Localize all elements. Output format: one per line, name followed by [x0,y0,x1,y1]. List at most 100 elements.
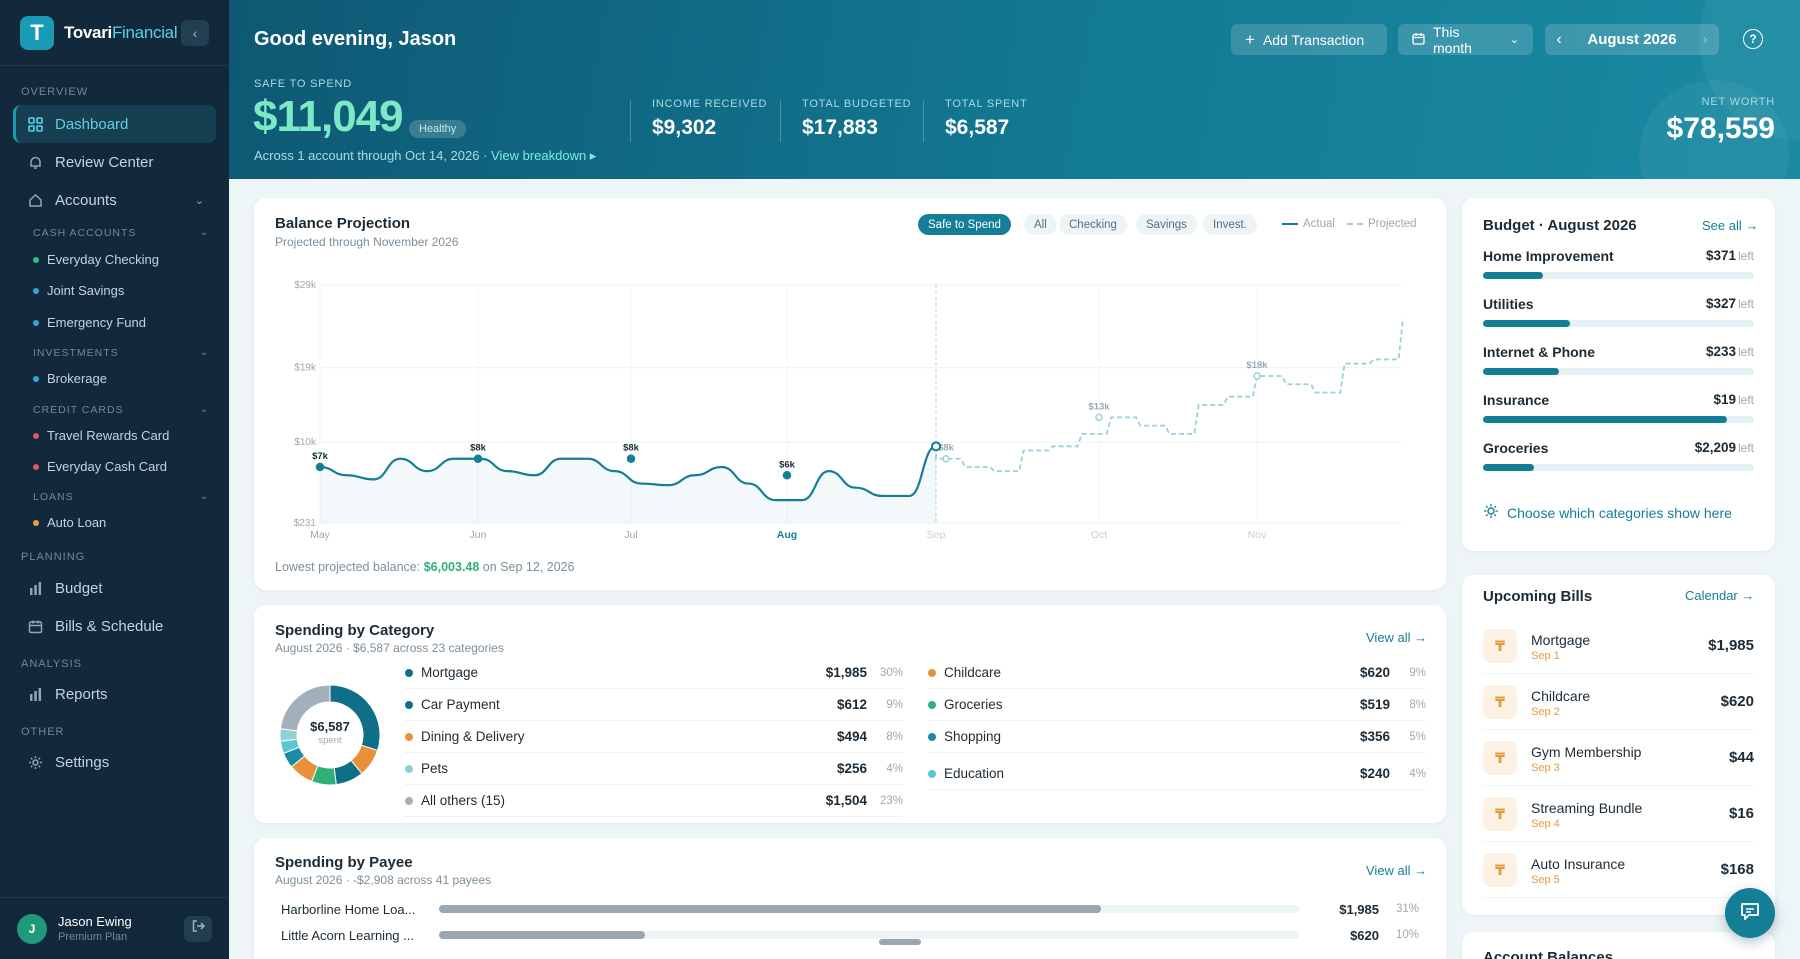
chat-button[interactable] [1725,888,1775,938]
bill-row[interactable]: ₸ Auto Insurance Sep 5 $168 [1483,842,1754,898]
payee-row[interactable]: Little Acorn Learning ... $620 10% [281,922,1421,948]
subsection-label: CREDIT CARDS [33,404,124,416]
logout-button[interactable] [184,915,212,942]
budget-row[interactable]: Insurance $19 left [1483,392,1754,426]
budget-see-all-link[interactable]: See all → [1702,218,1759,233]
budget-amount: $233 [1705,344,1736,359]
sidebar-item-bills[interactable]: Bills & Schedule [13,607,216,645]
subsection-credit-cards[interactable]: CREDIT CARDS ⌄ [33,404,209,416]
data-point[interactable] [782,471,792,480]
sidebar-item-budget[interactable]: Budget [13,569,216,607]
chip-savings[interactable]: Savings [1136,214,1197,235]
account-everyday-cash-card[interactable]: Everyday Cash Card [33,459,167,474]
collapse-sidebar-button[interactable]: ‹ [181,19,209,46]
chip-checking[interactable]: Checking [1059,214,1127,235]
payee-row[interactable]: Harborline Home Loa... $1,985 31% [281,896,1421,922]
budget-row[interactable]: Utilities $327 left [1483,296,1754,330]
category-row[interactable]: Car Payment $612 9% [405,689,903,721]
stat-value: $17,883 [802,116,878,139]
sidebar-item-label: Dashboard [55,115,129,133]
category-percent: 9% [886,698,903,711]
category-row[interactable]: Childcare $620 9% [928,657,1426,689]
bills-calendar-link[interactable]: Calendar → [1685,588,1755,603]
account-joint-savings[interactable]: Joint Savings [33,283,124,298]
data-point-label: $6k [779,459,796,470]
category-percent: 8% [1409,698,1426,711]
payee-view-all-link[interactable]: View all → [1366,863,1428,878]
sidebar-item-accounts[interactable]: Accounts ⌄ [13,181,216,219]
donut-slice[interactable] [279,684,331,732]
category-row[interactable]: All others (15) $1,504 23% [405,785,903,817]
account-everyday-checking[interactable]: Everyday Checking [33,252,159,267]
next-month-button[interactable]: › [1702,30,1708,48]
chip-safe-to-spend[interactable]: Safe to Spend [918,214,1011,235]
current-point[interactable] [931,441,941,452]
category-row[interactable]: Education $240 4% [928,758,1426,790]
bill-row[interactable]: ₸ Mortgage Sep 1 $1,985 [1483,618,1754,674]
category-donut [279,684,381,786]
budget-remaining: $327 left [1706,296,1754,311]
data-point[interactable] [315,462,325,472]
budget-row[interactable]: Groceries $2,209 left [1483,440,1754,474]
budget-row[interactable]: Home Improvement $371 left [1483,248,1754,282]
bill-row[interactable]: ₸ Gym Membership Sep 3 $44 [1483,730,1754,786]
bill-date: Sep 4 [1531,818,1560,830]
choose-categories-link[interactable]: Choose which categories show here [1483,503,1732,522]
category-dot [405,732,413,741]
user-plan: Premium Plan [58,931,128,943]
data-point[interactable] [473,454,483,463]
bill-row[interactable]: ₸ Streaming Bundle Sep 4 $16 [1483,786,1754,842]
help-button[interactable]: ? [1743,29,1763,49]
category-row[interactable]: Shopping $356 5% [928,721,1426,753]
category-dot [928,668,936,677]
bill-name: Mortgage [1531,632,1591,648]
y-tick-label: $29k [294,280,317,291]
budget-bar-fill [1483,416,1727,423]
account-travel-rewards-card[interactable]: Travel Rewards Card [33,428,169,443]
sidebar-item-reports[interactable]: Reports [13,675,216,713]
sidebar-item-review-center[interactable]: Review Center [13,143,216,181]
add-transaction-button[interactable]: + Add Transaction [1231,24,1387,55]
category-row[interactable]: Pets $256 4% [405,753,903,785]
chip-all[interactable]: All [1024,214,1057,235]
account-auto-loan[interactable]: Auto Loan [33,515,106,530]
category-amount: $356 [1359,729,1390,744]
category-view-all-link[interactable]: View all → [1366,630,1428,645]
y-tick-label: $231 [294,518,317,529]
subsection-cash-accounts[interactable]: CASH ACCOUNTS ⌄ [33,227,209,239]
chip-invest[interactable]: Invest. [1203,214,1257,235]
category-row[interactable]: Groceries $519 8% [928,689,1426,721]
payee-percent: 31% [1395,903,1419,915]
data-point[interactable] [1095,413,1103,422]
category-row[interactable]: Mortgage $1,985 30% [405,657,903,689]
subsection-investments[interactable]: INVESTMENTS ⌄ [33,347,209,359]
budget-bar-track [1483,272,1754,279]
sidebar-item-settings[interactable]: Settings [13,743,216,781]
data-point[interactable] [1253,372,1261,380]
category-percent: 8% [886,730,903,743]
account-dot [33,287,39,294]
user-profile[interactable]: J Jason Ewing Premium Plan [0,897,229,959]
lowest-prefix: Lowest projected balance: [275,560,424,574]
prev-month-button[interactable]: ‹ [1556,30,1562,48]
account-brokerage[interactable]: Brokerage [33,371,107,386]
scroll-handle[interactable] [879,939,921,945]
bill-row[interactable]: ₸ Childcare Sep 2 $620 [1483,674,1754,730]
brand: T TovariFinancial ‹ [0,0,229,66]
budget-row[interactable]: Internet & Phone $233 left [1483,344,1754,378]
account-emergency-fund[interactable]: Emergency Fund [33,315,146,330]
view-breakdown-link[interactable]: View breakdown ▸ [491,148,597,163]
data-point[interactable] [626,454,636,463]
category-name: Car Payment [421,697,500,712]
balance-projection-card [254,198,1446,590]
user-info: Jason Ewing Premium Plan [47,914,132,943]
data-point[interactable] [942,454,950,463]
period-select[interactable]: This month ⌄ [1398,24,1533,56]
projection-subtitle: Projected through November 2026 [275,235,459,249]
stat-value: $6,587 [945,116,1010,139]
donut-total: $6,587 [310,719,350,734]
category-row[interactable]: Dining & Delivery $494 8% [405,721,903,753]
category-amount: $620 [1359,665,1390,680]
subsection-loans[interactable]: LOANS ⌄ [33,491,209,503]
sidebar-item-dashboard[interactable]: Dashboard [13,105,216,143]
